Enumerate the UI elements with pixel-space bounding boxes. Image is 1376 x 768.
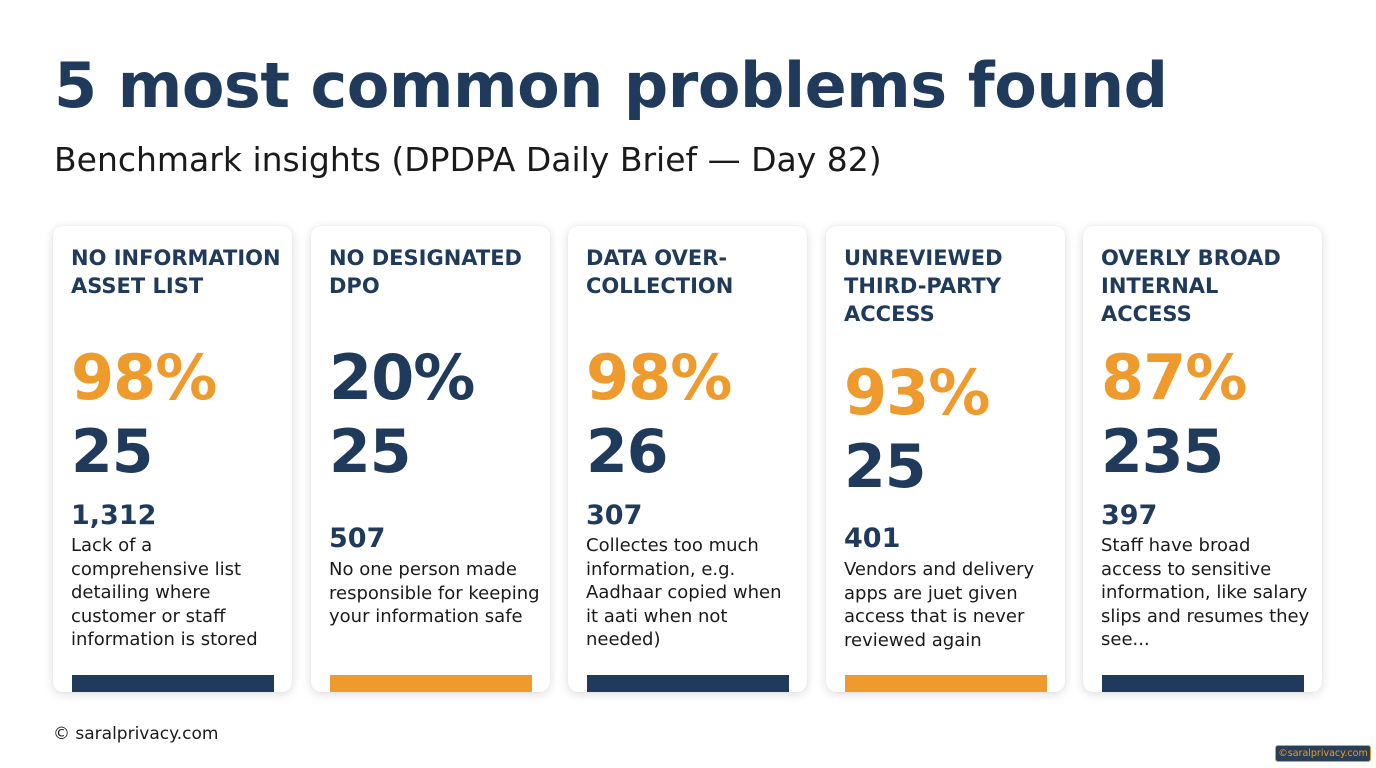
- card-total: 507: [329, 523, 386, 554]
- card-title: NO DESIGNATED DPO: [329, 246, 522, 298]
- card-total: 397: [1101, 500, 1158, 531]
- card-count: 25: [71, 417, 153, 487]
- card-count: 25: [329, 417, 411, 487]
- card-accent-bar: [72, 675, 274, 692]
- watermark-badge: ©saralprivacy.com: [1275, 745, 1371, 762]
- card-percent: 20%: [329, 341, 475, 414]
- card-count: 235: [1101, 417, 1224, 487]
- card-total: 307: [586, 500, 643, 531]
- card-description: Vendors and delivery apps are juet given…: [844, 559, 1035, 651]
- card-percent: 98%: [586, 341, 732, 414]
- card-accent-bar: [1102, 675, 1304, 692]
- card-accent-bar: [330, 675, 532, 692]
- page-subtitle: Benchmark insights (DPDPA Daily Brief — …: [54, 140, 882, 179]
- card-title: UNREVIEWED THIRD-PARTY ACCESS: [844, 246, 1003, 326]
- card-total: 401: [844, 523, 901, 554]
- card-title: NO INFORMATION ASSET LIST: [71, 246, 281, 298]
- card-total: 1,312: [71, 500, 157, 531]
- card-count: 25: [844, 432, 926, 502]
- problem-card-over-collection: DATA OVER-COLLECTION 98% 26 307 Collecte…: [568, 226, 807, 692]
- card-title: DATA OVER-COLLECTION: [586, 246, 734, 298]
- card-description: Staff have broad access to sensitive inf…: [1101, 535, 1310, 650]
- problem-card-internal-access: OVERLY BROAD INTERNAL ACCESS 87% 235 397…: [1083, 226, 1322, 692]
- copyright-footer: © saralprivacy.com: [53, 724, 219, 744]
- problem-card-asset-list: NO INFORMATION ASSET LIST 98% 25 1,312 L…: [53, 226, 292, 692]
- page-title: 5 most common problems found: [54, 49, 1168, 122]
- card-description: No one person made responsible for keepi…: [329, 559, 540, 627]
- card-accent-bar: [845, 675, 1047, 692]
- problem-card-dpo: NO DESIGNATED DPO 20% 25 507 No one pers…: [311, 226, 550, 692]
- card-percent: 93%: [844, 356, 990, 429]
- problem-card-third-party-access: UNREVIEWED THIRD-PARTY ACCESS 93% 25 401…: [826, 226, 1065, 692]
- problem-cards: NO INFORMATION ASSET LIST 98% 25 1,312 L…: [53, 226, 1324, 692]
- card-description: Lack of a comprehensive list detailing w…: [71, 535, 258, 650]
- card-title: OVERLY BROAD INTERNAL ACCESS: [1101, 246, 1281, 326]
- card-count: 26: [586, 417, 668, 487]
- card-percent: 98%: [71, 341, 217, 414]
- card-description: Collectes too much information, e.g. Aad…: [586, 535, 782, 650]
- card-accent-bar: [587, 675, 789, 692]
- card-percent: 87%: [1101, 341, 1247, 414]
